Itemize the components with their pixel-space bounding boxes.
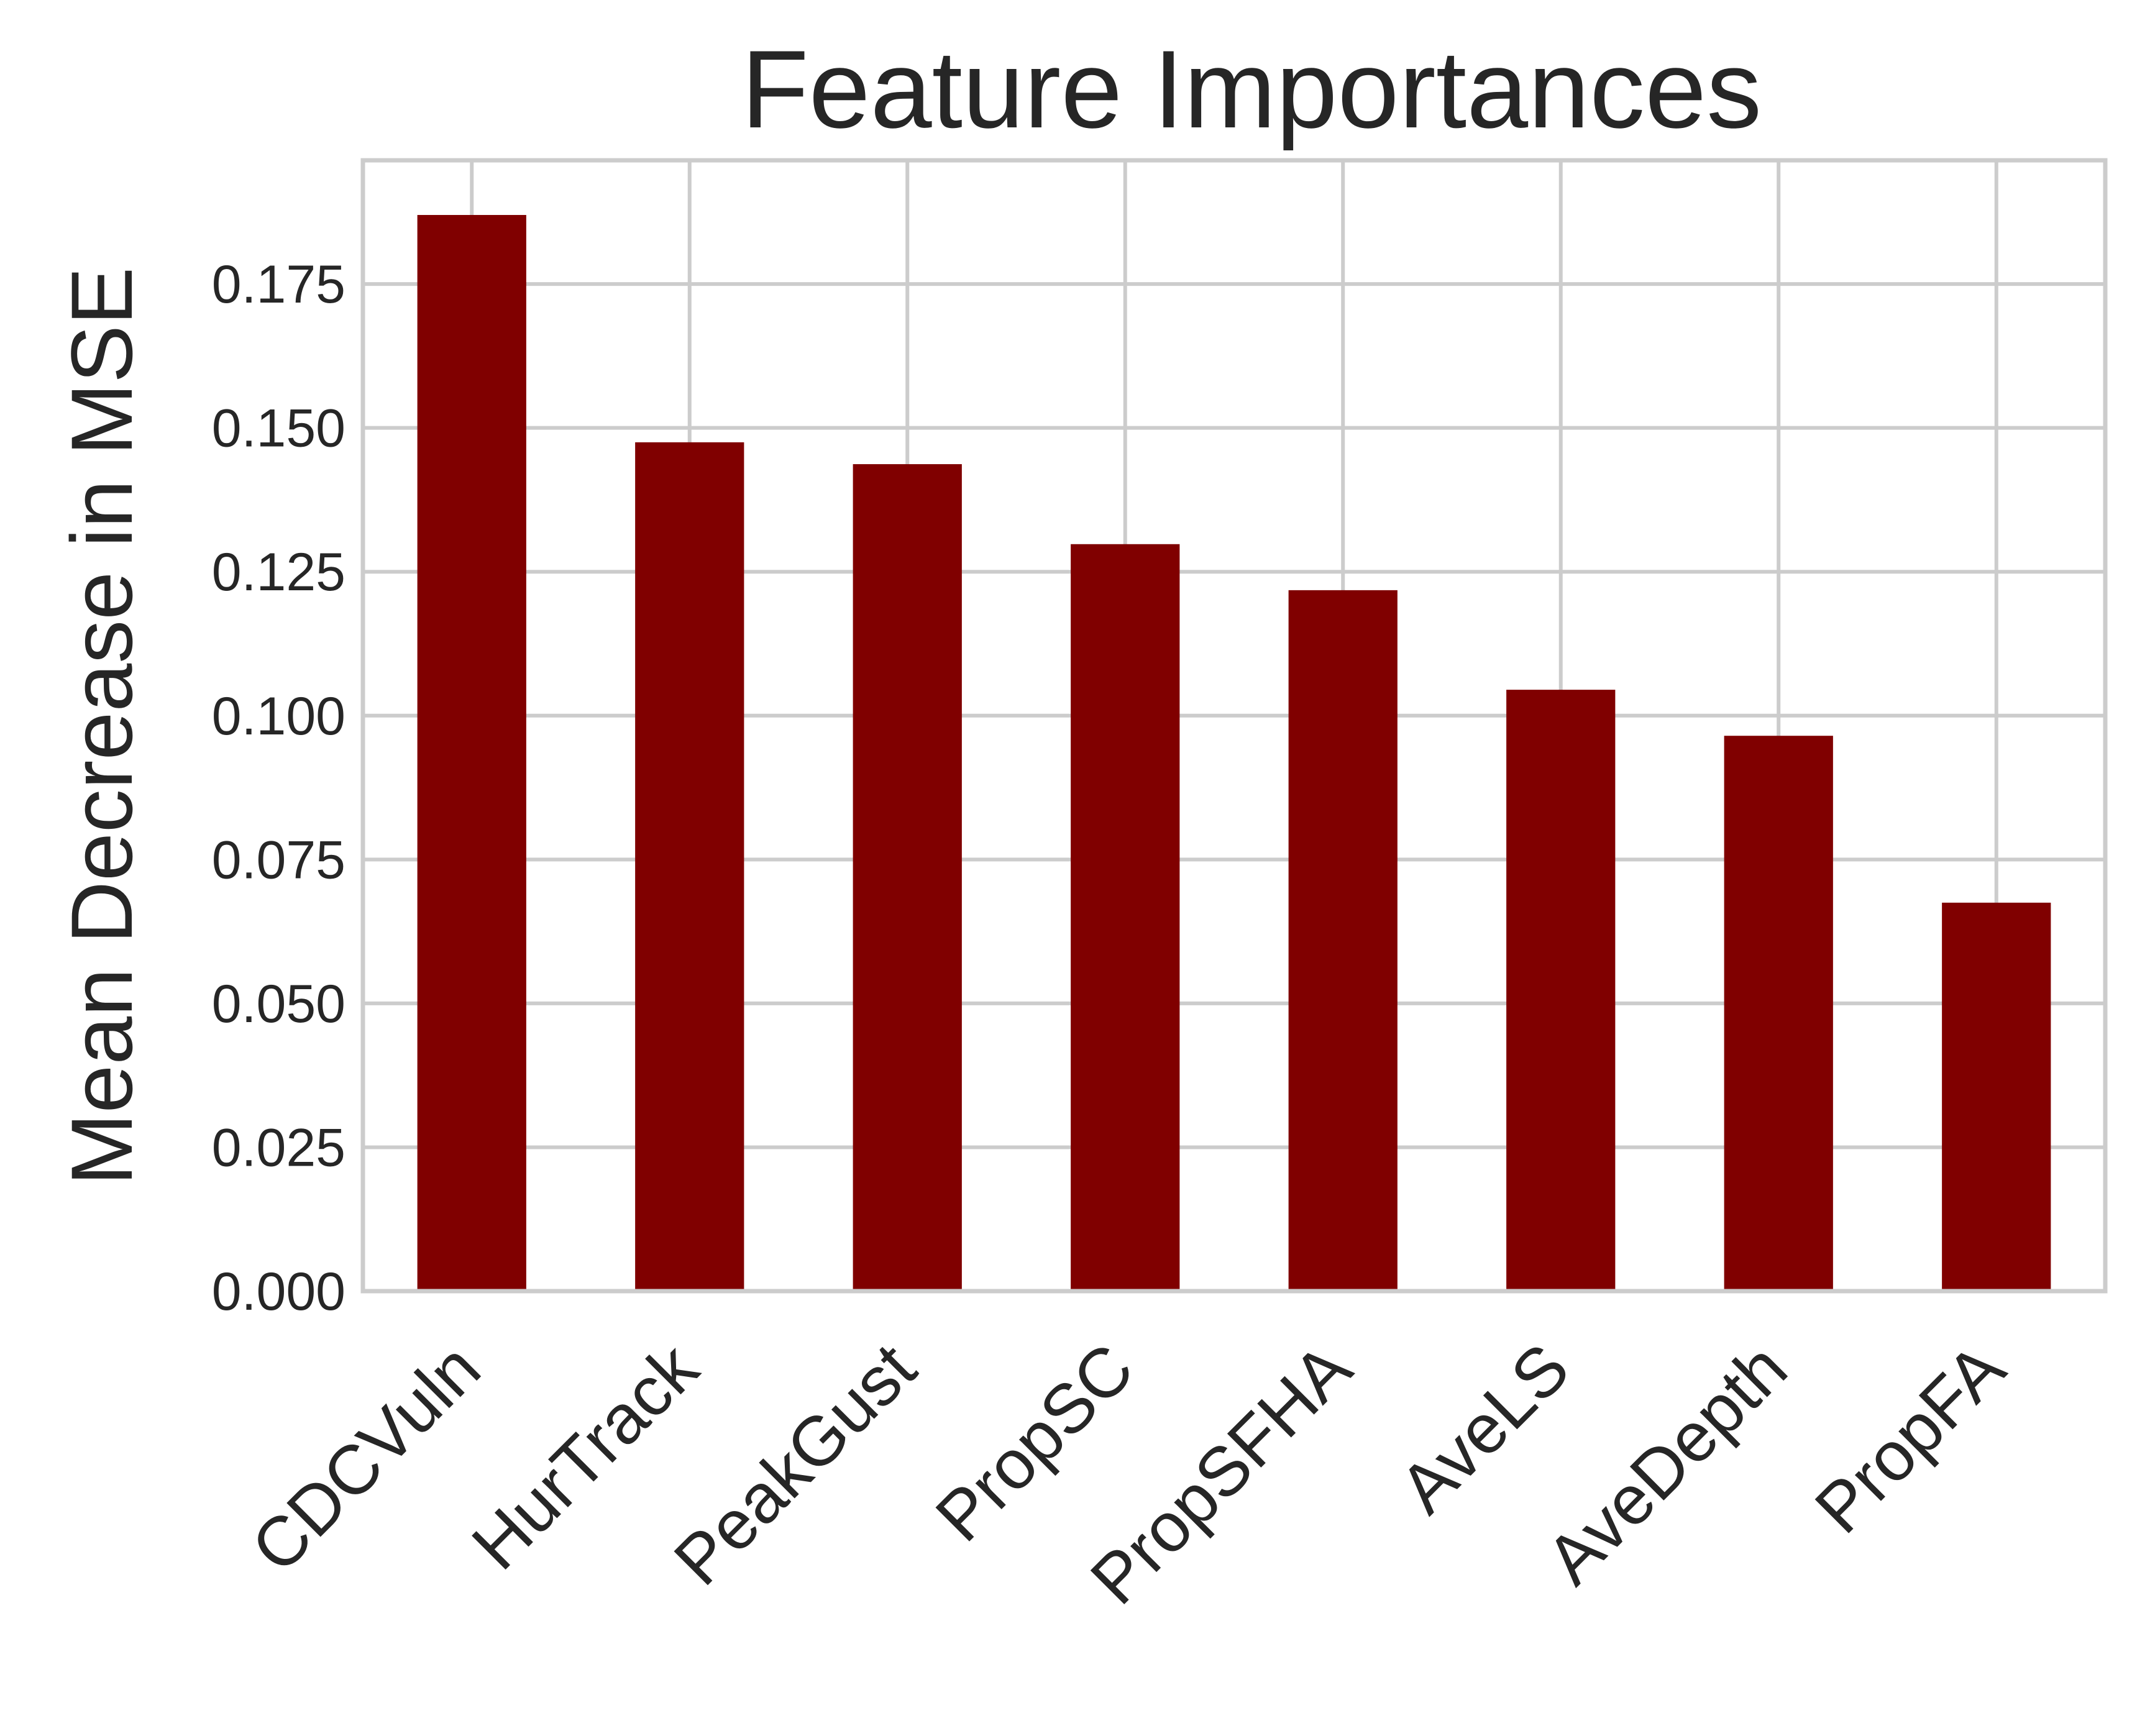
y-tick-label: 0.100 — [212, 687, 345, 746]
bar-propsc — [1071, 544, 1180, 1291]
chart-title: Feature Importances — [741, 27, 1762, 151]
y-tick-label: 0.125 — [212, 542, 345, 602]
y-axis-label: Mean Decrease in MSE — [53, 267, 150, 1186]
x-tick-label: PropFA — [1800, 1328, 2020, 1548]
x-tick-label: PeakGust — [659, 1329, 930, 1600]
bar-hurtrack — [635, 442, 744, 1291]
bars — [417, 214, 2051, 1292]
x-tick-label: AveLS — [1384, 1329, 1583, 1528]
x-tick-label: AveDepth — [1531, 1329, 1801, 1599]
plot-frame — [360, 158, 2108, 1294]
grid-lines — [363, 160, 2105, 1291]
y-tick-labels: 0.000 0.025 0.050 0.075 0.100 0.125 0.150 0.175 — [212, 255, 345, 1322]
bar-avedepth — [1724, 736, 1833, 1291]
bar-cdcvuln — [417, 214, 526, 1292]
y-tick-label: 0.175 — [212, 255, 345, 314]
y-tick-label: 0.000 — [212, 1262, 345, 1322]
y-tick-label: 0.150 — [212, 399, 345, 459]
y-tick-label: 0.075 — [212, 830, 345, 890]
x-tick-label: CDCVuln — [237, 1329, 495, 1588]
bar-propsfha — [1288, 590, 1398, 1291]
y-tick-label: 0.050 — [212, 974, 345, 1034]
bar-propfa — [1942, 902, 2051, 1291]
y-tick-label: 0.025 — [212, 1118, 345, 1177]
bar-peakgust — [853, 464, 962, 1292]
bar-avels — [1506, 690, 1616, 1291]
x-tick-label: PropSC — [921, 1329, 1148, 1556]
